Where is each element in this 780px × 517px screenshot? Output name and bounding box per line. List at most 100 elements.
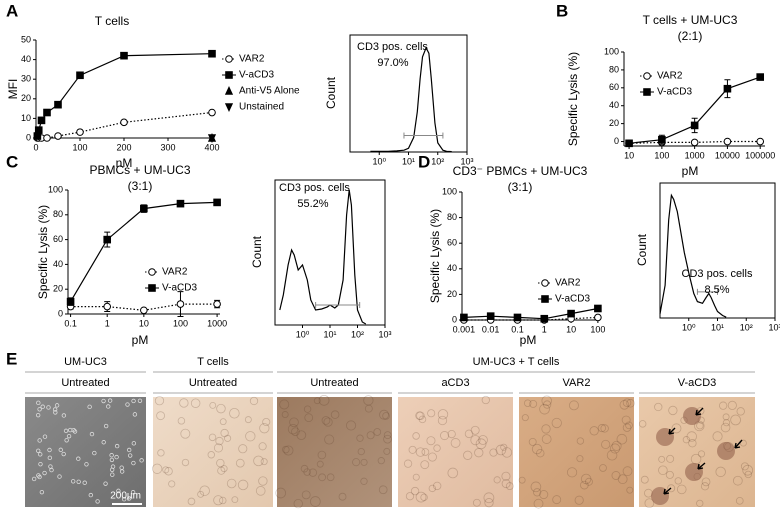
marker xyxy=(756,137,765,146)
y-tick-label: 0 xyxy=(58,308,63,318)
micrograph xyxy=(277,397,392,507)
x-tick-label: 10¹ xyxy=(323,329,336,339)
cell xyxy=(179,398,189,408)
cell xyxy=(164,467,173,476)
cell xyxy=(360,458,368,466)
cell xyxy=(420,493,428,502)
cell xyxy=(671,423,682,434)
cell xyxy=(447,467,459,479)
cell xyxy=(373,428,382,436)
cell xyxy=(156,411,166,421)
cell xyxy=(463,450,473,460)
cell xyxy=(566,467,578,478)
x-tick-label: 0.01 xyxy=(482,324,500,334)
cell xyxy=(654,402,663,412)
x-axis-label: pM xyxy=(132,333,149,347)
cell xyxy=(310,496,321,507)
y-axis-label: MFI xyxy=(6,79,20,100)
cell xyxy=(668,405,678,416)
y-tick-label: 10 xyxy=(21,113,31,123)
cell xyxy=(213,495,224,506)
x-tick-label: 100 xyxy=(72,142,87,152)
cell xyxy=(101,440,106,445)
density-curve xyxy=(370,46,452,153)
cell xyxy=(616,433,628,445)
cell xyxy=(715,466,726,478)
cell xyxy=(383,447,391,455)
series-line xyxy=(37,111,213,139)
cell xyxy=(58,447,63,453)
legend-marker xyxy=(541,295,549,303)
cell xyxy=(72,429,78,434)
marker xyxy=(120,118,128,127)
y-axis-label: Specific Lysis (%) xyxy=(428,209,442,303)
annotation: 8.5% xyxy=(704,284,729,296)
marker xyxy=(486,312,495,320)
cell xyxy=(308,468,318,477)
x-tick-label: 200 xyxy=(116,142,131,152)
cell xyxy=(383,434,392,444)
cell xyxy=(719,401,728,410)
cell xyxy=(676,484,687,495)
cell xyxy=(697,450,706,458)
cell xyxy=(357,447,365,456)
cell xyxy=(493,476,501,484)
y-tick-label: 60 xyxy=(447,238,457,248)
cell xyxy=(282,445,290,454)
cell xyxy=(529,399,538,408)
cell xyxy=(116,488,121,494)
cell xyxy=(621,415,631,425)
chart-title: T cells xyxy=(95,14,129,28)
cell xyxy=(722,413,730,421)
panel-label: C xyxy=(6,152,18,171)
cell xyxy=(258,476,268,486)
legend-marker xyxy=(225,55,233,63)
cell xyxy=(180,428,191,439)
cell xyxy=(360,477,368,485)
marker xyxy=(594,313,602,322)
legend-label: V-aCD3 xyxy=(657,87,692,98)
cell xyxy=(208,433,217,442)
cell xyxy=(470,435,481,446)
cell xyxy=(541,424,551,434)
y-tick-label: 40 xyxy=(21,54,31,64)
plot-frame xyxy=(659,182,776,319)
cell xyxy=(255,486,266,496)
cell xyxy=(626,399,635,408)
cell xyxy=(366,431,375,440)
cell xyxy=(674,477,682,485)
cell xyxy=(279,399,290,410)
marker xyxy=(176,199,185,208)
cell xyxy=(216,403,226,414)
cell xyxy=(500,443,508,451)
cell xyxy=(483,492,495,504)
cell xyxy=(324,434,335,445)
cell xyxy=(229,407,240,419)
cell xyxy=(38,461,43,467)
cell xyxy=(437,415,448,426)
x-tick-label: 1000 xyxy=(207,318,227,328)
y-axis-label: Specific Lysis (%) xyxy=(36,205,50,299)
micrograph xyxy=(398,397,513,507)
x-tick-label: 400 xyxy=(204,142,219,152)
y-tick-label: 20 xyxy=(447,289,457,299)
arrow xyxy=(668,427,676,435)
cell xyxy=(543,400,552,409)
cell xyxy=(219,496,227,505)
cell xyxy=(481,395,490,405)
cell xyxy=(495,444,507,456)
x-tick-label: 10000 xyxy=(715,150,740,160)
cell xyxy=(576,437,585,445)
cell xyxy=(84,462,89,467)
marker xyxy=(43,134,51,142)
cell xyxy=(405,492,415,501)
cell xyxy=(464,429,474,439)
legend-marker xyxy=(224,86,234,95)
cell xyxy=(569,400,579,411)
cell xyxy=(552,495,562,505)
micrograph xyxy=(25,397,146,507)
cell xyxy=(152,463,163,474)
marker xyxy=(54,100,62,109)
cell xyxy=(742,464,754,476)
